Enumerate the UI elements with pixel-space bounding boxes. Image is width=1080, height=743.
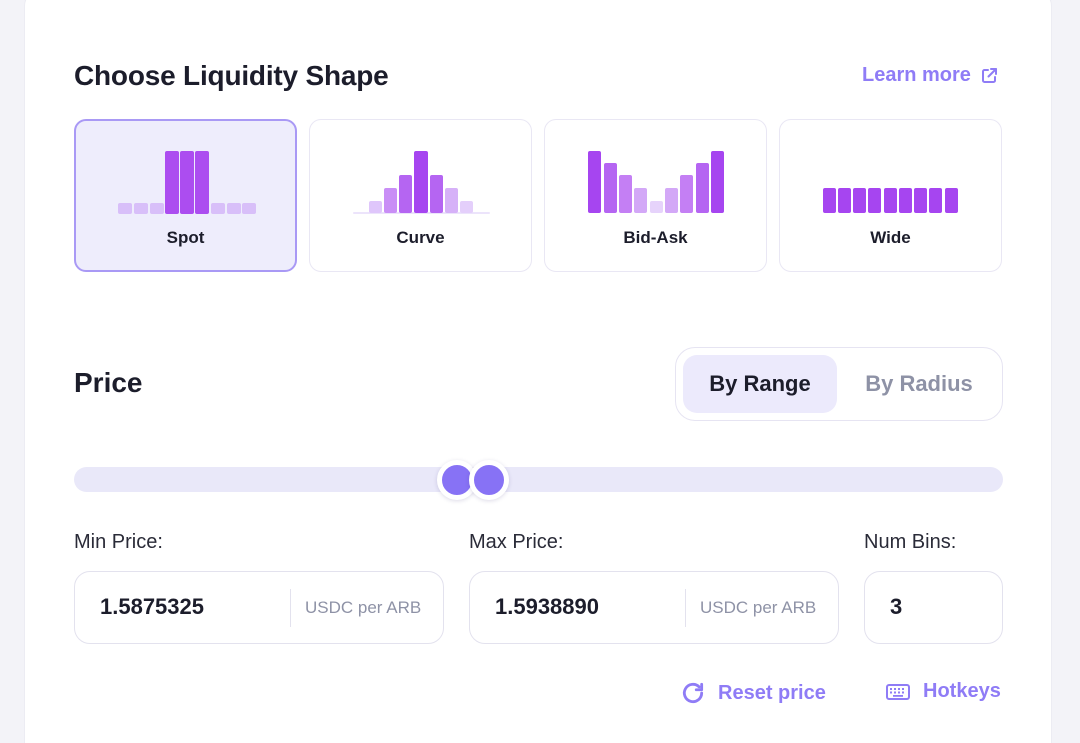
shape-label-bid-ask: Bid-Ask <box>623 228 688 247</box>
spot-shape-icon <box>76 121 295 270</box>
liquidity-shape-title: Choose Liquidity Shape <box>74 60 389 91</box>
shape-label-wide: Wide <box>870 228 911 247</box>
min-price-unit: USDC per ARB <box>305 598 422 617</box>
min-price-label: Min Price: <box>74 531 163 553</box>
bid-ask-shape-icon <box>545 120 766 271</box>
price-title: Price <box>74 367 143 398</box>
num-bins-field <box>864 571 1003 644</box>
price-mode-toggle: By Range By Radius <box>675 347 1003 421</box>
hotkeys-label: Hotkeys <box>923 680 1001 702</box>
by-radius-tab[interactable]: By Radius <box>865 371 973 396</box>
max-price-label: Max Price: <box>469 531 564 553</box>
curve-shape-icon <box>310 120 531 271</box>
shape-label-curve: Curve <box>396 228 445 247</box>
min-price-divider <box>290 589 291 627</box>
min-price-input[interactable] <box>100 594 280 620</box>
by-range-tab[interactable]: By Range <box>683 355 837 413</box>
external-link-icon <box>979 66 999 86</box>
max-price-input[interactable] <box>495 594 675 620</box>
max-price-unit: USDC per ARB <box>700 598 817 617</box>
max-price-handle[interactable] <box>469 460 509 500</box>
refresh-icon <box>680 680 706 706</box>
shape-label-spot: Spot <box>166 228 205 247</box>
learn-more-link[interactable]: Learn more <box>862 64 999 87</box>
max-price-divider <box>685 589 686 627</box>
wide-shape-icon <box>780 120 1001 271</box>
learn-more-label: Learn more <box>862 64 971 86</box>
shape-card-curve[interactable]: Curve <box>309 119 532 272</box>
num-bins-input[interactable] <box>890 594 990 620</box>
keyboard-icon <box>885 681 911 703</box>
min-price-field: USDC per ARB <box>74 571 444 644</box>
hotkeys-button[interactable]: Hotkeys <box>885 680 1001 703</box>
reset-price-button[interactable]: Reset price <box>680 680 826 706</box>
num-bins-label: Num Bins: <box>864 531 957 553</box>
reset-price-label: Reset price <box>718 681 826 704</box>
price-range-slider[interactable] <box>74 467 1003 492</box>
shape-card-bid-ask[interactable]: Bid-Ask <box>544 119 767 272</box>
shape-card-spot[interactable]: Spot <box>74 119 297 272</box>
max-price-field: USDC per ARB <box>469 571 839 644</box>
shape-card-wide[interactable]: Wide <box>779 119 1002 272</box>
